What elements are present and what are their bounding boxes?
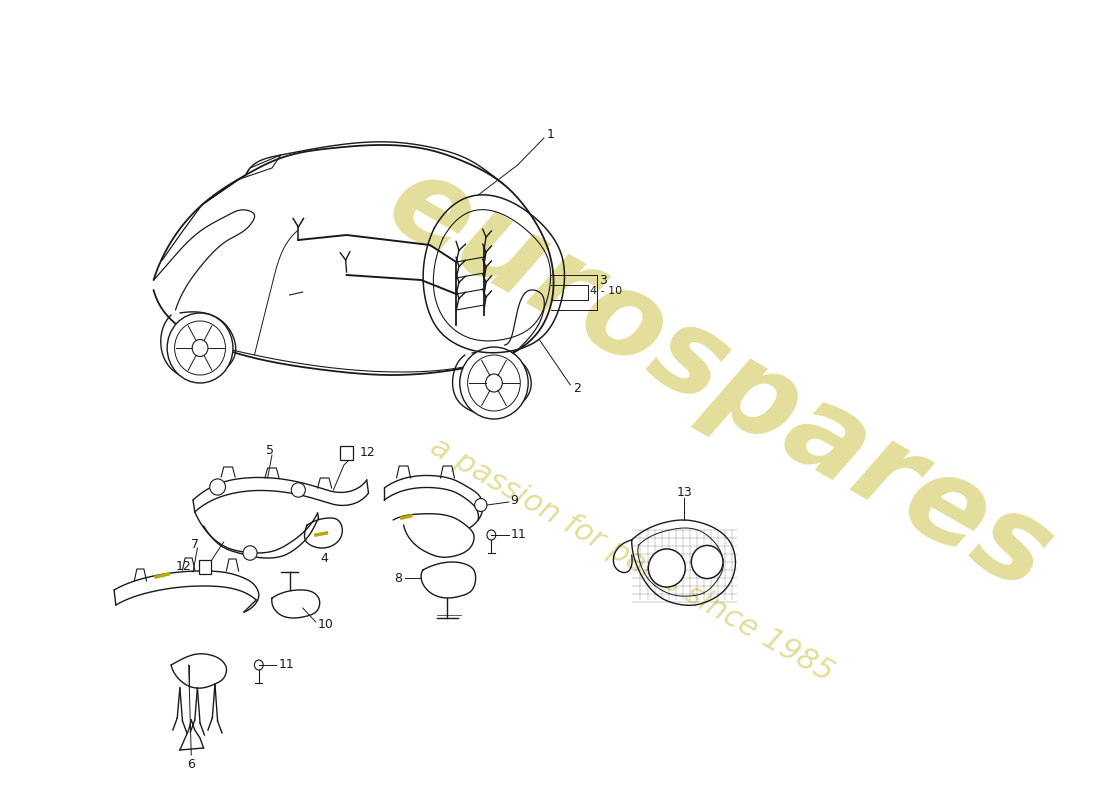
Ellipse shape xyxy=(254,660,263,670)
Text: 4 - 10: 4 - 10 xyxy=(591,286,623,296)
Text: 9: 9 xyxy=(510,494,518,507)
Text: 12: 12 xyxy=(176,561,191,574)
Text: 5: 5 xyxy=(266,443,274,457)
Ellipse shape xyxy=(691,545,724,579)
Ellipse shape xyxy=(210,479,225,495)
Text: a passion for parts since 1985: a passion for parts since 1985 xyxy=(425,432,838,688)
Ellipse shape xyxy=(460,347,528,419)
Text: 3: 3 xyxy=(600,274,607,286)
Ellipse shape xyxy=(692,546,723,578)
Text: 4: 4 xyxy=(321,551,329,565)
Ellipse shape xyxy=(167,313,233,383)
Text: 7: 7 xyxy=(190,538,199,550)
Text: 2: 2 xyxy=(573,382,581,394)
Text: 10: 10 xyxy=(318,618,333,631)
FancyBboxPatch shape xyxy=(199,560,211,574)
Ellipse shape xyxy=(648,549,685,587)
Text: eurospares: eurospares xyxy=(367,144,1071,616)
Ellipse shape xyxy=(243,546,257,560)
Text: 6: 6 xyxy=(187,758,195,771)
Text: 13: 13 xyxy=(676,486,692,499)
Ellipse shape xyxy=(648,549,685,587)
Ellipse shape xyxy=(475,498,487,511)
Text: 1: 1 xyxy=(547,129,554,142)
Ellipse shape xyxy=(292,482,306,497)
FancyBboxPatch shape xyxy=(340,446,353,460)
Text: 8: 8 xyxy=(394,571,402,585)
Ellipse shape xyxy=(487,530,496,540)
Text: 11: 11 xyxy=(510,529,527,542)
Text: 11: 11 xyxy=(279,658,295,671)
Text: 12: 12 xyxy=(360,446,375,459)
